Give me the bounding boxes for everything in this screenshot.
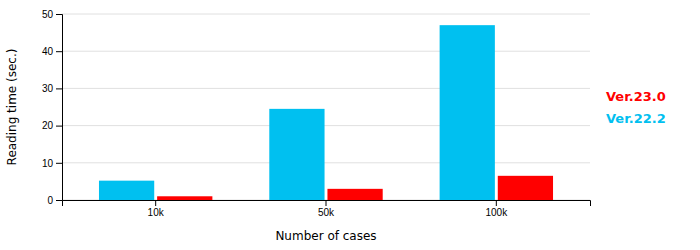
axis-line bbox=[63, 201, 591, 207]
x-axis: 10k 50k 100k bbox=[63, 200, 591, 218]
tick: 50k bbox=[318, 200, 335, 218]
bars bbox=[99, 25, 553, 200]
tick: 50 bbox=[42, 9, 62, 20]
grid bbox=[62, 14, 590, 200]
bar bbox=[99, 181, 154, 200]
bar bbox=[269, 109, 324, 200]
tick-label: 0 bbox=[47, 195, 53, 206]
bar bbox=[327, 189, 382, 200]
tick-mark bbox=[56, 14, 62, 15]
tick: 30 bbox=[42, 83, 62, 94]
bar bbox=[498, 176, 553, 200]
chart: 0 10 20 30 40 50 10k 50k 100k Number of cases Read… bbox=[0, 0, 700, 250]
plot: 0 10 20 30 40 50 10k 50k 100k bbox=[42, 9, 591, 218]
tick-label: 20 bbox=[42, 120, 54, 131]
tick-label: 50k bbox=[318, 207, 335, 218]
grid-line bbox=[62, 162, 590, 163]
tick-label: 10k bbox=[148, 207, 165, 218]
x-axis-title: Number of cases bbox=[275, 229, 376, 243]
tick-label: 100k bbox=[485, 207, 508, 218]
tick-mark bbox=[56, 88, 62, 89]
grid-line bbox=[62, 14, 590, 15]
bar-series bbox=[99, 25, 495, 200]
tick: 20 bbox=[42, 120, 62, 131]
tick-label: 50 bbox=[42, 9, 54, 20]
bar bbox=[157, 196, 212, 200]
grid-line bbox=[62, 125, 590, 126]
tick: 40 bbox=[42, 46, 62, 57]
bar-series bbox=[157, 176, 553, 200]
y-axis: 0 10 20 30 40 50 bbox=[42, 9, 63, 206]
tick-label: 30 bbox=[42, 83, 54, 94]
legend-entry: Ver.23.0 bbox=[606, 89, 666, 104]
tick-label: 10 bbox=[42, 158, 54, 169]
tick-mark bbox=[56, 51, 62, 52]
bar bbox=[440, 25, 495, 200]
tick: 100k bbox=[485, 200, 508, 218]
tick-mark bbox=[155, 200, 156, 206]
tick: 10 bbox=[42, 158, 62, 169]
legend: Ver.23.0 Ver.22.2 bbox=[606, 89, 666, 126]
axis-line bbox=[56, 15, 63, 201]
grid-line bbox=[62, 88, 590, 89]
tick-mark bbox=[56, 163, 62, 164]
grid-line bbox=[62, 51, 590, 52]
tick-mark bbox=[56, 200, 62, 201]
tick-mark bbox=[56, 126, 62, 127]
tick-label: 40 bbox=[42, 46, 54, 57]
tick: 0 bbox=[47, 195, 62, 206]
tick-mark bbox=[496, 200, 497, 206]
tick-mark bbox=[326, 200, 327, 206]
tick: 10k bbox=[148, 200, 165, 218]
legend-entry: Ver.22.2 bbox=[606, 111, 666, 126]
y-axis-title: Reading time (sec.) bbox=[5, 49, 19, 166]
